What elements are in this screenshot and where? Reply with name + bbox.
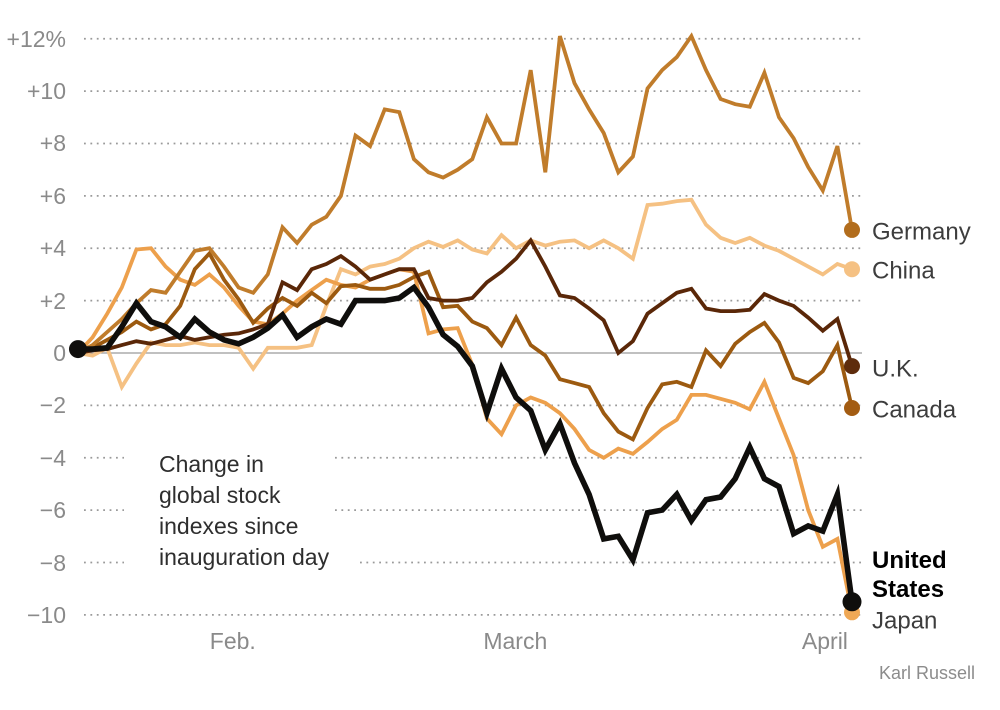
annotation-line: global stock [159, 482, 281, 508]
y-tick-label: +8 [39, 130, 66, 157]
y-tick-label: +4 [39, 235, 66, 262]
y-tick-label: +10 [26, 78, 66, 105]
series-label-japan: Japan [872, 607, 938, 635]
line-china [77, 197, 853, 392]
series-label-united-states: United States [872, 547, 947, 603]
end-dot-canada [844, 399, 860, 416]
y-tick-label: +12% [6, 25, 66, 52]
series-label-china: China [872, 257, 935, 285]
y-tick-label: −4 [39, 444, 66, 471]
line-canada [77, 250, 854, 443]
line-united-states [78, 283, 855, 603]
annotation-line: Change in [159, 451, 264, 477]
line-japan [76, 246, 854, 613]
x-tick-label-march: March [483, 628, 548, 654]
series-label-germany: Germany [872, 218, 971, 246]
annotation-line: indexes since [159, 513, 299, 539]
y-tick-label: −10 [26, 601, 66, 628]
series-label-canada: Canada [872, 396, 957, 424]
annotation-line: inauguration day [159, 544, 330, 570]
y-tick-label: +6 [39, 182, 66, 209]
line-u-k- [77, 237, 854, 367]
y-tick-label: −2 [39, 392, 66, 419]
line-germany [77, 32, 854, 355]
y-tick-label: −8 [39, 549, 66, 576]
credit-byline: Karl Russell [878, 663, 975, 683]
y-tick-label: 0 [53, 340, 66, 366]
end-dot-united-states [842, 592, 862, 612]
y-tick-label: −6 [39, 497, 66, 524]
end-dot-u-k- [844, 358, 860, 375]
end-dot-germany [844, 221, 860, 238]
x-tick-label-april: April [801, 628, 848, 654]
end-dot-china [844, 261, 860, 278]
start-dot-united-states [69, 340, 87, 359]
y-tick-label: +2 [39, 287, 66, 314]
chart-annotation: Change in global stock indexes since inaugu… [159, 449, 329, 573]
series-label-u-k-: U.K. [872, 355, 919, 383]
x-tick-label-feb: Feb. [209, 628, 256, 654]
